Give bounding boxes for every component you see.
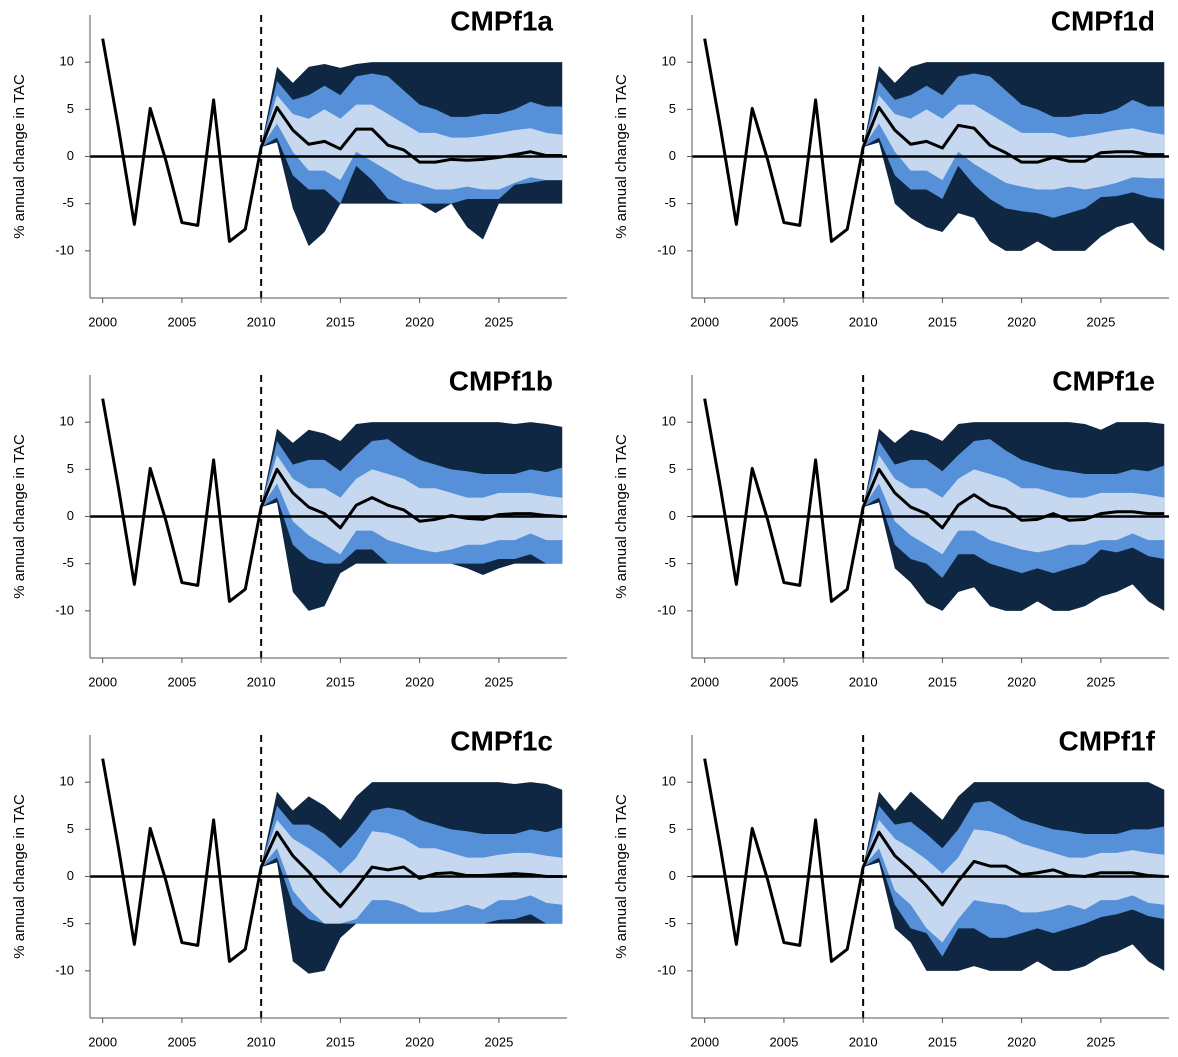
- x-tick-label: 2025: [1086, 314, 1115, 329]
- fan-band: [863, 95, 1165, 190]
- y-tick-label: 0: [67, 148, 74, 163]
- x-tick-label: 2005: [167, 314, 196, 329]
- y-tick-label: -5: [62, 195, 74, 210]
- y-tick-label: -10: [657, 602, 676, 617]
- x-tick-label: 2000: [690, 674, 719, 689]
- y-tick-label: 5: [669, 101, 676, 116]
- y-tick-label: 0: [67, 508, 74, 523]
- x-tick-label: 2005: [769, 674, 798, 689]
- y-axis-label: % annual change in TAC: [613, 74, 630, 239]
- y-tick-label: 10: [60, 774, 74, 789]
- x-tick-label: 2010: [849, 674, 878, 689]
- fan-band: [863, 819, 1165, 943]
- y-tick-label: -5: [62, 555, 74, 570]
- y-tick-label: -10: [55, 602, 74, 617]
- x-tick-label: 2015: [928, 1034, 957, 1049]
- x-tick-label: 2015: [928, 674, 957, 689]
- chart-title: CMPf1e: [1052, 365, 1155, 396]
- y-tick-label: 10: [60, 414, 74, 429]
- x-tick-label: 2010: [247, 674, 276, 689]
- fan-band: [863, 455, 1165, 555]
- y-tick-label: 0: [669, 868, 676, 883]
- x-tick-label: 2000: [88, 1034, 117, 1049]
- x-tick-label: 2005: [769, 1034, 798, 1049]
- median-line: [101, 38, 563, 243]
- x-tick-label: 2010: [849, 1034, 878, 1049]
- chart-title: CMPf1b: [449, 365, 553, 396]
- y-tick-label: 0: [67, 868, 74, 883]
- x-tick-label: 2000: [690, 1034, 719, 1049]
- y-tick-label: 5: [67, 101, 74, 116]
- x-tick-label: 2005: [167, 1034, 196, 1049]
- fan-band: [261, 455, 563, 555]
- median-line: [101, 758, 563, 963]
- x-tick-label: 2025: [484, 674, 513, 689]
- y-tick-label: 10: [662, 414, 676, 429]
- y-tick-label: -10: [55, 242, 74, 257]
- fan-band: [261, 95, 563, 190]
- x-tick-label: 2010: [247, 314, 276, 329]
- y-axis-label: % annual change in TAC: [613, 434, 630, 599]
- x-tick-label: 2015: [326, 674, 355, 689]
- x-tick-label: 2020: [405, 314, 434, 329]
- x-tick-label: 2020: [405, 674, 434, 689]
- chart-title: CMPf1a: [450, 5, 553, 36]
- x-tick-label: 2025: [1086, 1034, 1115, 1049]
- median-line: [703, 758, 1165, 963]
- y-tick-label: 5: [67, 461, 74, 476]
- y-tick-label: 5: [67, 821, 74, 836]
- x-tick-label: 2000: [690, 314, 719, 329]
- x-tick-label: 2000: [88, 314, 117, 329]
- x-tick-label: 2020: [1007, 674, 1036, 689]
- chart-title: CMPf1f: [1059, 725, 1156, 756]
- y-axis-label: % annual change in TAC: [11, 794, 28, 959]
- y-tick-label: -5: [664, 555, 676, 570]
- y-tick-label: -10: [55, 962, 74, 977]
- y-tick-label: 5: [669, 461, 676, 476]
- chart-title: CMPf1c: [450, 725, 553, 756]
- y-tick-label: 0: [669, 148, 676, 163]
- x-tick-label: 2015: [326, 1034, 355, 1049]
- x-tick-label: 2010: [247, 1034, 276, 1049]
- chart-title: CMPf1d: [1051, 5, 1155, 36]
- y-tick-label: 0: [669, 508, 676, 523]
- y-tick-label: -5: [664, 915, 676, 930]
- x-tick-label: 2015: [928, 314, 957, 329]
- x-tick-label: 2020: [405, 1034, 434, 1049]
- median-line: [703, 398, 1165, 603]
- y-tick-label: 10: [60, 54, 74, 69]
- y-axis-label: % annual change in TAC: [11, 434, 28, 599]
- x-tick-label: 2025: [1086, 674, 1115, 689]
- x-tick-label: 2025: [484, 314, 513, 329]
- median-line: [101, 398, 563, 603]
- y-tick-label: -5: [62, 915, 74, 930]
- median-line: [703, 38, 1165, 243]
- y-tick-label: -5: [664, 195, 676, 210]
- x-tick-label: 2005: [167, 674, 196, 689]
- x-tick-label: 2015: [326, 314, 355, 329]
- y-tick-label: -10: [657, 242, 676, 257]
- y-tick-label: 10: [662, 54, 676, 69]
- y-tick-label: 10: [662, 774, 676, 789]
- x-tick-label: 2010: [849, 314, 878, 329]
- x-tick-label: 2005: [769, 314, 798, 329]
- x-tick-label: 2020: [1007, 1034, 1036, 1049]
- x-tick-label: 2025: [484, 1034, 513, 1049]
- y-tick-label: -10: [657, 962, 676, 977]
- x-tick-label: 2020: [1007, 314, 1036, 329]
- y-tick-label: 5: [669, 821, 676, 836]
- y-axis-label: % annual change in TAC: [11, 74, 28, 239]
- x-tick-label: 2000: [88, 674, 117, 689]
- y-axis-label: % annual change in TAC: [613, 794, 630, 959]
